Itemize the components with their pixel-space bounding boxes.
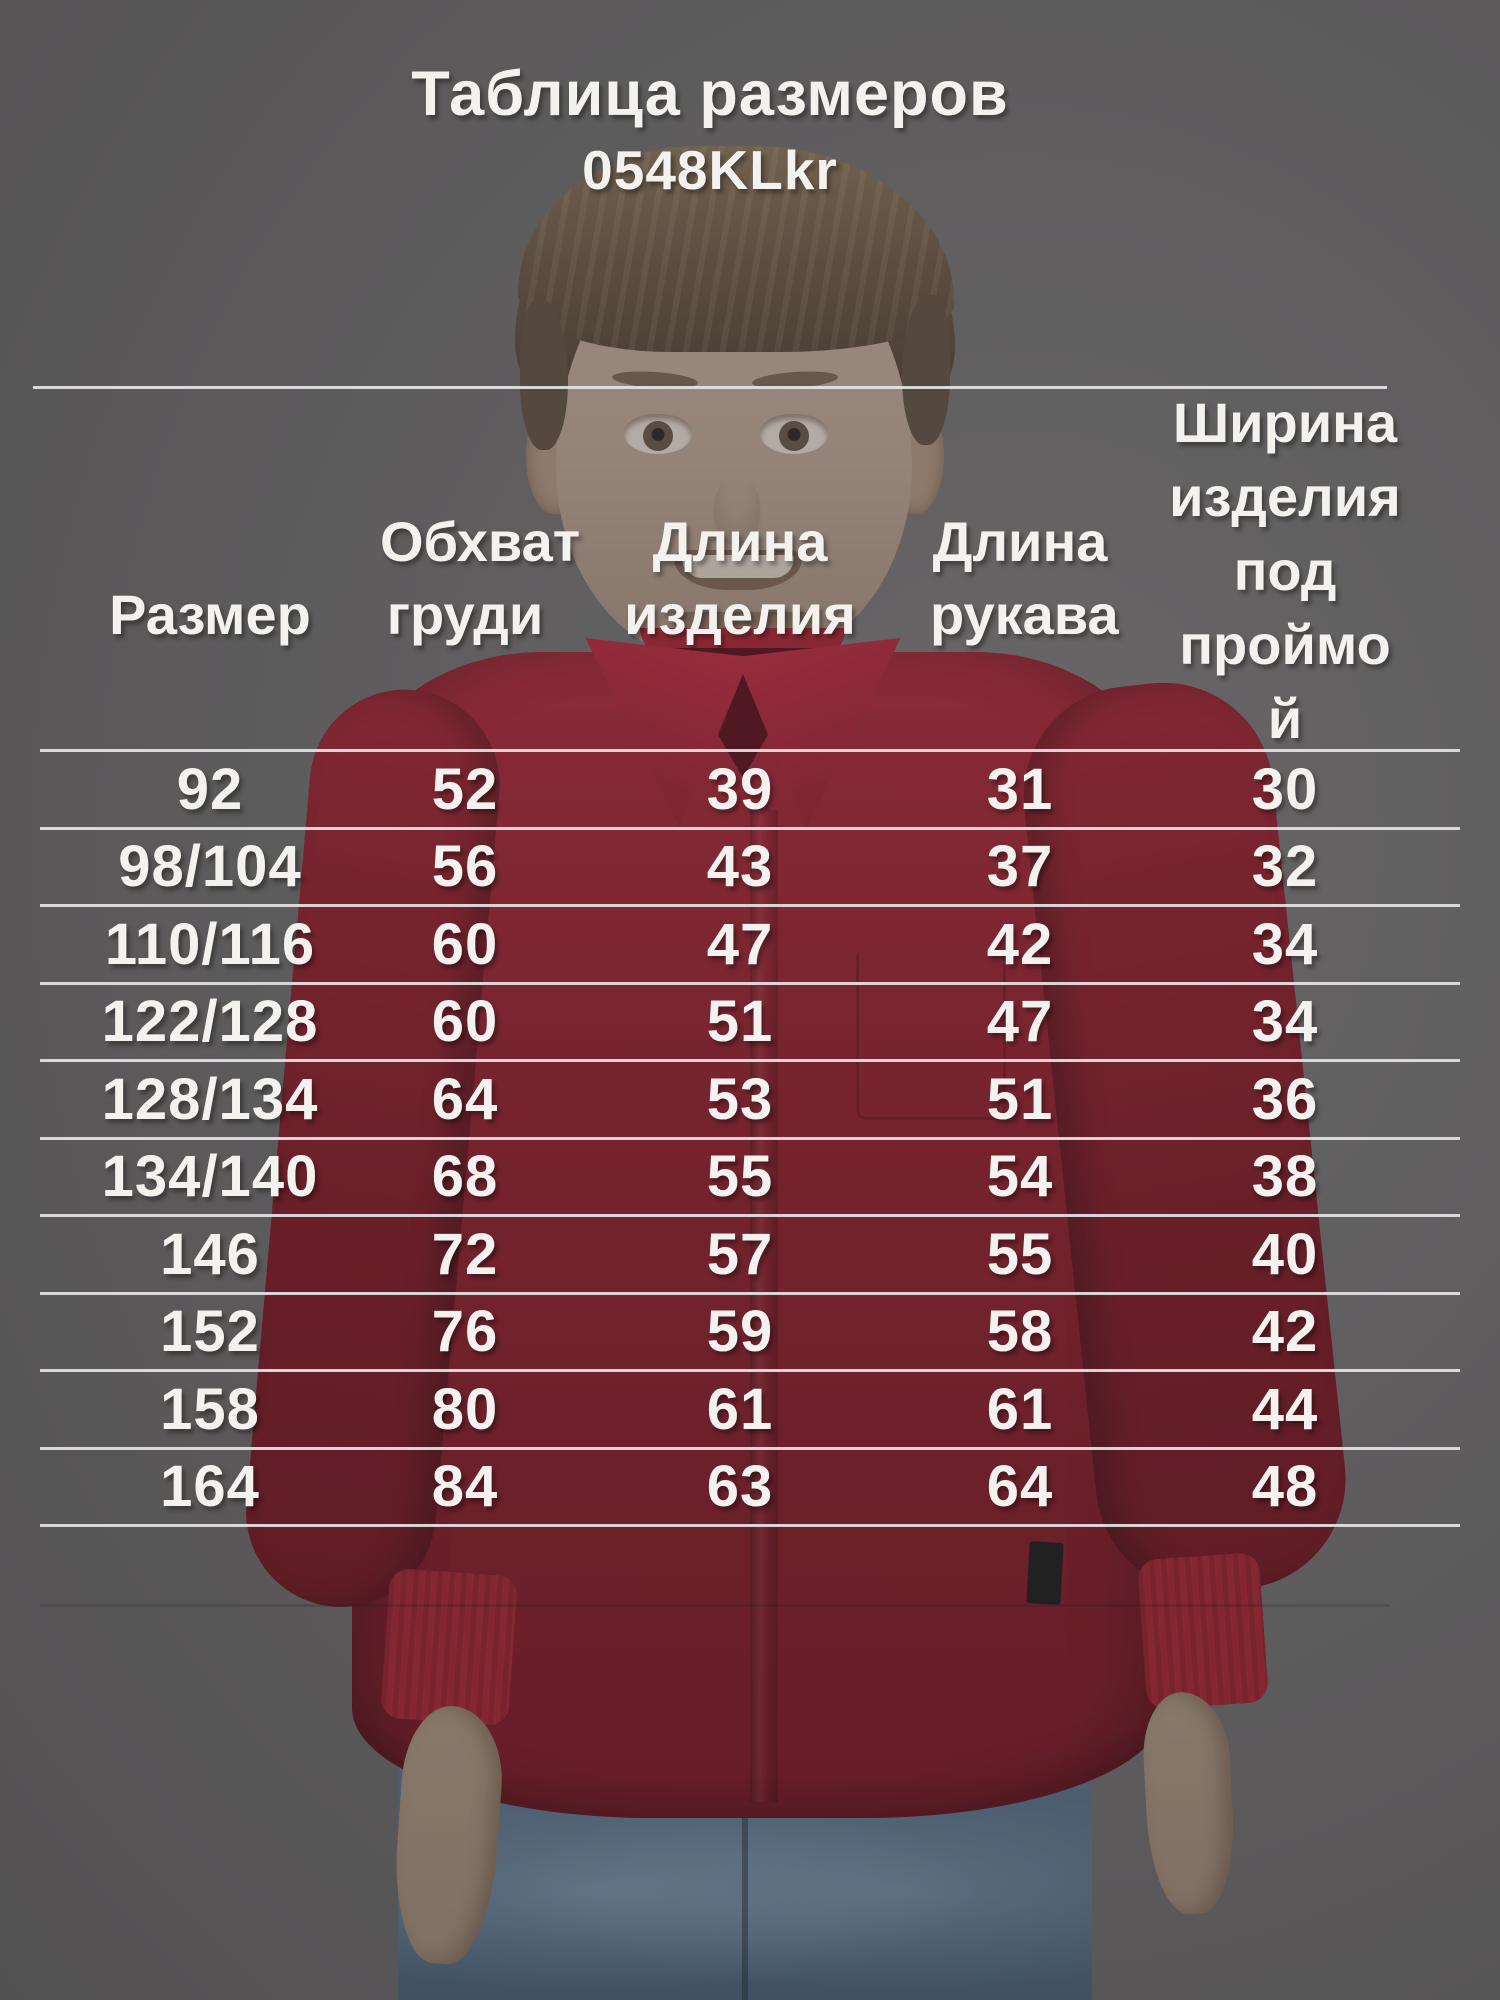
table-cell: 72 <box>431 1221 499 1287</box>
size-table: Размер Обхват груди Длина изделия Длина … <box>33 386 1460 1527</box>
table-cell: 44 <box>1251 1376 1319 1442</box>
table-row: 98/104 56 43 37 32 <box>40 826 1460 905</box>
table-cell: 59 <box>706 1299 774 1365</box>
table-cell: 57 <box>706 1221 774 1287</box>
table-cell: 51 <box>706 989 774 1055</box>
table-cell: 76 <box>431 1299 499 1365</box>
table-row: 92 52 39 31 30 <box>40 749 1460 827</box>
table-cell: 42 <box>986 911 1054 977</box>
table-cell: 55 <box>986 1221 1054 1287</box>
table-cell: 40 <box>1251 1221 1319 1287</box>
boy-hair-side-right <box>902 295 950 445</box>
table-cell: 64 <box>986 1454 1054 1520</box>
table-row: 158 80 61 61 44 <box>40 1369 1460 1447</box>
table-body: 92 52 39 31 30 98/104 56 43 37 32 110/116 60 47 42 34 1… <box>40 749 1460 1527</box>
table-cell: 152 <box>160 1299 260 1365</box>
column-header-chest: Обхват груди <box>380 509 581 646</box>
boy-iris-left <box>643 421 673 451</box>
table-cell: 98/104 <box>118 834 302 900</box>
table-cell: 122/128 <box>101 989 319 1055</box>
table-row: 152 76 59 58 42 <box>40 1291 1460 1370</box>
table-cell: 42 <box>1251 1299 1319 1365</box>
boy-eye-right <box>760 414 828 454</box>
table-cell: 61 <box>986 1376 1054 1442</box>
column-header-length: Длина изделия <box>624 509 856 646</box>
column-header-width-underarm: Ширина изделия под проймо й <box>1169 391 1401 750</box>
table-cell: 52 <box>431 756 499 822</box>
table-cell: 164 <box>160 1454 260 1520</box>
table-cell: 56 <box>431 834 499 900</box>
table-cell: 80 <box>431 1376 499 1442</box>
backdrop-seam-line <box>40 1604 1390 1607</box>
boy-eye-left <box>624 414 692 454</box>
table-cell: 134/140 <box>101 1144 319 1210</box>
table-cell: 84 <box>431 1454 499 1520</box>
page-title: Таблица размеров <box>411 59 1009 129</box>
table-cell: 36 <box>1251 1066 1319 1132</box>
boy-iris-right <box>779 421 809 451</box>
table-cell: 31 <box>986 756 1054 822</box>
column-header-size: Размер <box>109 582 311 646</box>
table-cell: 158 <box>160 1376 260 1442</box>
boy-smile <box>674 550 802 590</box>
table-cell: 55 <box>706 1144 774 1210</box>
table-cell: 34 <box>1251 989 1319 1055</box>
table-cell: 110/116 <box>104 911 316 977</box>
column-header-sleeve: Длина рукава <box>930 509 1119 646</box>
boy-nose <box>714 478 760 542</box>
table-row: 110/116 60 47 42 34 <box>40 904 1460 982</box>
table-cell: 37 <box>986 834 1054 900</box>
table-cell: 92 <box>176 756 244 822</box>
table-cell: 64 <box>431 1066 499 1132</box>
table-row: 134/140 68 55 54 38 <box>40 1136 1460 1215</box>
table-cell: 32 <box>1251 834 1319 900</box>
table-cell: 43 <box>706 834 774 900</box>
table-cell: 47 <box>986 989 1054 1055</box>
table-cell: 53 <box>706 1066 774 1132</box>
table-cell: 51 <box>986 1066 1054 1132</box>
table-cell: 68 <box>431 1144 499 1210</box>
table-cell: 30 <box>1251 756 1319 822</box>
table-cell: 39 <box>706 756 774 822</box>
table-header-row: Размер Обхват груди Длина изделия Длина … <box>40 386 1460 750</box>
title-block: Таблица размеров 0548KLkr <box>0 58 1420 202</box>
shirt-pocket-stitching <box>856 952 1006 1120</box>
boy-hair-side-left <box>520 300 568 450</box>
table-cell: 34 <box>1251 911 1319 977</box>
table-cell: 128/134 <box>101 1066 319 1132</box>
model-code: 0548KLkr <box>582 139 838 201</box>
table-cell: 54 <box>986 1144 1054 1210</box>
table-cell: 146 <box>160 1221 260 1287</box>
table-cell: 60 <box>431 911 499 977</box>
table-cell: 38 <box>1251 1144 1319 1210</box>
boy-teeth <box>682 555 794 578</box>
table-top-divider <box>33 386 1387 389</box>
table-cell: 47 <box>706 911 774 977</box>
table-row: 128/134 64 53 51 36 <box>40 1059 1460 1137</box>
table-cell: 58 <box>986 1299 1054 1365</box>
table-row: 122/128 60 51 47 34 <box>40 981 1460 1060</box>
table-cell: 48 <box>1251 1454 1319 1520</box>
table-row: 164 84 63 64 48 <box>40 1446 1460 1525</box>
table-cell: 61 <box>706 1376 774 1442</box>
table-row: 146 72 57 55 40 <box>40 1214 1460 1292</box>
table-cell: 60 <box>431 989 499 1055</box>
shirt-placket <box>750 810 778 1802</box>
boy-hair-fringe <box>518 146 954 352</box>
table-cell: 63 <box>706 1454 774 1520</box>
